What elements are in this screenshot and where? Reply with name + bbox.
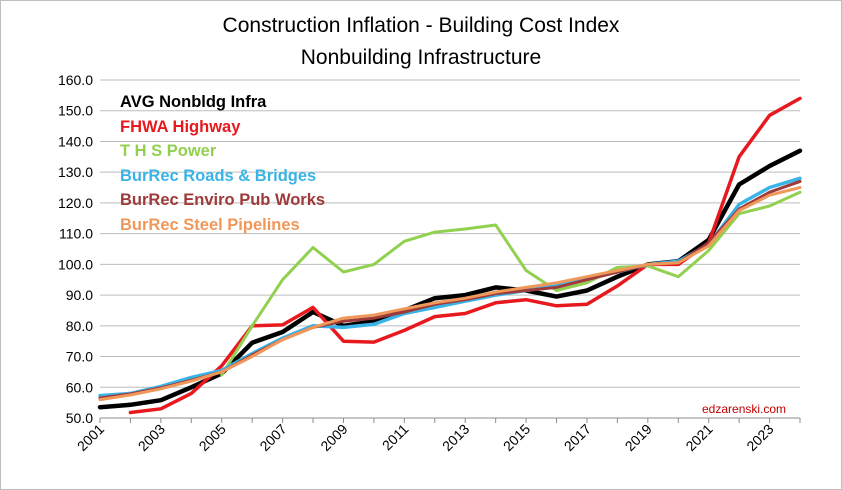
chart-title: Construction Inflation - Building Cost I… <box>222 14 620 37</box>
x-tick-label: 2007 <box>256 421 289 454</box>
y-tick-label: 50.0 <box>66 410 93 426</box>
y-tick-label: 110.0 <box>59 226 93 242</box>
y-tick-label: 120.0 <box>58 195 93 211</box>
legend-item: T H S Power <box>120 142 217 160</box>
legend-item: FHWA Highway <box>120 117 241 136</box>
legend-item: AVG Nonbldg Infra <box>120 93 267 111</box>
x-tick-label: 2005 <box>196 421 229 454</box>
legend-item: BurRec Enviro Pub Works <box>120 191 326 209</box>
y-tick-label: 160.0 <box>58 72 93 88</box>
x-tick-label: 2009 <box>317 421 350 454</box>
y-tick-label: 60.0 <box>66 379 93 395</box>
x-tick-label: 2021 <box>682 421 715 454</box>
chart-subtitle: Nonbuilding Infrastructure <box>300 46 542 69</box>
x-tick-label: 2013 <box>439 421 472 454</box>
series-line-3 <box>220 190 802 377</box>
x-tick-label: 2015 <box>500 421 533 454</box>
legend-item: BurRec Steel Pipelines <box>120 215 300 234</box>
y-tick-label: 150.0 <box>58 103 93 119</box>
y-tick-label: 80.0 <box>66 318 93 334</box>
legend-item: BurRec Roads & Bridges <box>120 166 317 185</box>
y-tick-label: 140.0 <box>58 133 93 149</box>
y-tick-label: 90.0 <box>66 287 93 303</box>
y-tick-label: 100.0 <box>58 256 93 272</box>
y-tick-label: 130.0 <box>58 164 93 180</box>
series-line-6 <box>98 186 802 402</box>
y-tick-label: 70.0 <box>66 349 93 365</box>
x-tick-label: 2019 <box>622 421 655 454</box>
x-tick-label: 2011 <box>379 421 412 454</box>
x-tick-label: 2003 <box>135 421 168 454</box>
x-tick-label: 2017 <box>561 421 594 454</box>
x-tick-label: 2023 <box>743 421 776 454</box>
chart-legend: AVG Nonbldg Infra FHWA Highway T H S Power… <box>120 90 325 237</box>
source-credit: edzarenski.com <box>702 402 787 416</box>
